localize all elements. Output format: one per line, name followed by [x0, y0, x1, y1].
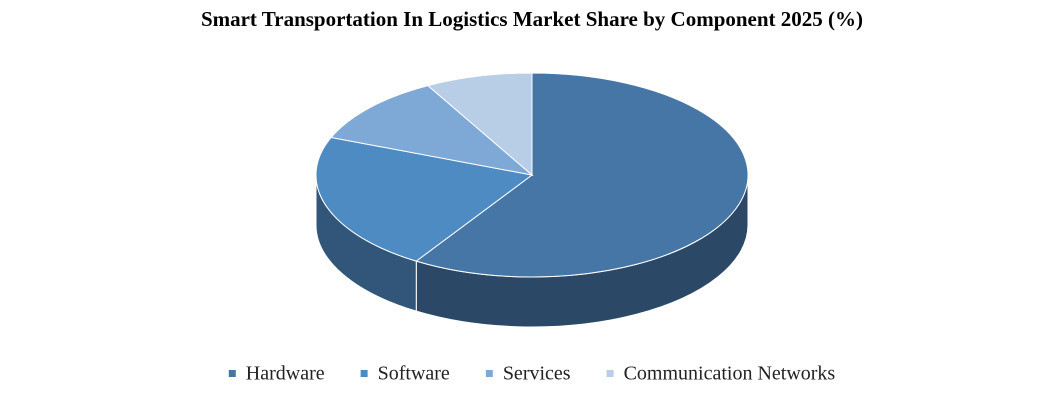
legend-label: Hardware [246, 363, 325, 385]
legend-label: Software [378, 363, 450, 385]
legend: Hardware Software Services Communication Ne… [228, 363, 836, 385]
legend-label: Communication Networks [624, 363, 836, 385]
legend-swatch [228, 370, 236, 377]
slice [330, 85, 534, 176]
legend-label: Services [503, 363, 571, 385]
legend-swatch [485, 370, 493, 377]
slice [426, 72, 533, 177]
chart-title: Smart Transportation In Logistics Market… [201, 7, 863, 31]
legend-swatch [360, 370, 368, 377]
slice [315, 136, 534, 262]
slice [415, 72, 749, 278]
legend-swatch [606, 370, 614, 377]
